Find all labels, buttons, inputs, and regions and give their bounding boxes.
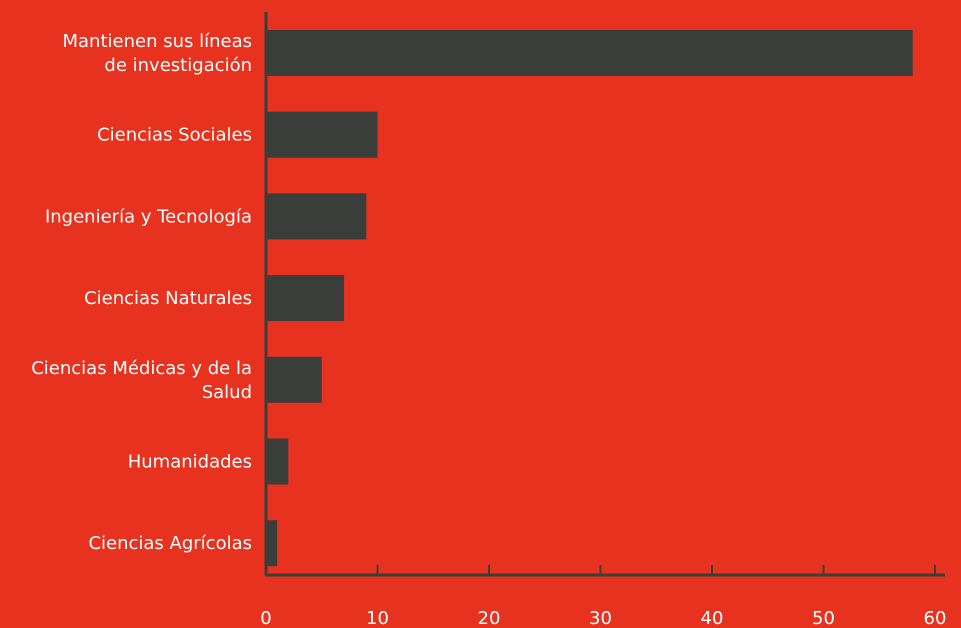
x-ticks-group: 0 10 20 30 40 50 60 (260, 565, 946, 628)
category-label-line: Humanidades (128, 452, 252, 473)
x-tick-label-5: 50 (812, 608, 835, 628)
bar-6 (266, 520, 278, 567)
category-label-line: Ciencias Médicas y de la (31, 358, 252, 379)
x-tick-label-1: 10 (366, 608, 389, 628)
x-tick-label-6: 60 (924, 608, 947, 628)
x-tick-label-0: 0 (260, 608, 271, 628)
x-tick-label-3: 30 (589, 608, 612, 628)
category-labels-group: Mantienen sus líneas de investigación Cien… (31, 31, 252, 554)
category-label-0: Mantienen sus líneas de investigación (63, 31, 253, 76)
bars-group (266, 30, 913, 567)
bar-0 (266, 30, 913, 76)
x-tick-label-2: 20 (478, 608, 501, 628)
category-label-line: Ingeniería y Tecnología (45, 206, 252, 227)
category-label-line: Mantienen sus líneas (63, 31, 253, 52)
category-label-3: Ciencias Naturales (84, 288, 252, 309)
x-tick-label-4: 40 (701, 608, 724, 628)
category-label-line: Salud (202, 382, 252, 403)
bar-3 (266, 275, 345, 322)
category-label-5: Humanidades (128, 452, 252, 473)
category-label-2: Ingeniería y Tecnología (45, 206, 252, 227)
category-label-line: Ciencias Naturales (84, 288, 252, 309)
category-label-4: Ciencias Médicas y de la Salud (31, 358, 252, 403)
category-label-line: Ciencias Agrícolas (88, 533, 252, 554)
category-label-1: Ciencias Sociales (97, 125, 252, 146)
category-label-line: de investigación (104, 55, 252, 76)
category-label-6: Ciencias Agrícolas (88, 533, 252, 554)
category-label-line: Ciencias Sociales (97, 125, 252, 146)
bar-5 (266, 438, 289, 485)
bar-1 (266, 111, 378, 158)
bar-4 (266, 356, 322, 403)
bar-2 (266, 193, 367, 240)
